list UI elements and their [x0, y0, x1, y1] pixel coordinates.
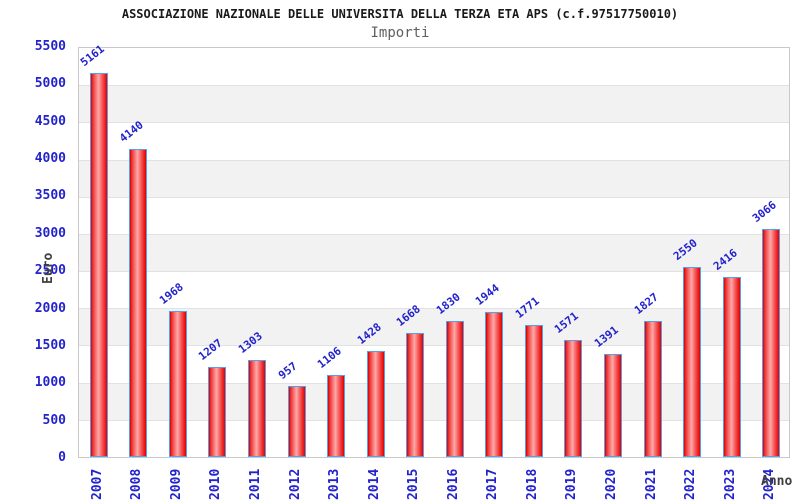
x-tick-label: 2021: [643, 468, 659, 500]
bar-2022: [683, 267, 702, 457]
chart-subtitle: Importi: [370, 25, 430, 41]
plot-band: [79, 382, 789, 420]
x-tick-label: 2009: [168, 468, 184, 500]
y-tick-label: 2000: [34, 300, 66, 316]
x-tick-label: 2011: [248, 468, 263, 500]
x-tick-label: 2012: [287, 468, 303, 500]
bar-2007: [89, 73, 108, 457]
bar-2011: [248, 360, 266, 457]
x-tick-label: 2016: [445, 468, 461, 500]
x-tick-label: 2023: [722, 468, 738, 500]
bar-2017: [485, 312, 504, 457]
gridline: [79, 196, 789, 198]
plot-band: [79, 419, 789, 457]
bar-2023: [722, 277, 741, 457]
y-tick-label: 4000: [34, 151, 66, 167]
x-tick-label: 2020: [604, 468, 619, 500]
bar-2012: [287, 386, 306, 457]
gridline: [79, 308, 789, 310]
plot-band: [79, 271, 789, 309]
x-tick-label: 2013: [327, 468, 343, 500]
plot-band: [79, 345, 789, 383]
bar-2013: [327, 375, 346, 457]
gridline: [79, 382, 789, 384]
x-tick-label: 2014: [366, 468, 382, 500]
y-tick-label: 500: [42, 412, 66, 428]
y-tick-label: 1500: [34, 337, 66, 353]
bar-2010: [208, 367, 227, 457]
plot-area: [78, 47, 790, 458]
y-tick-label: 5500: [34, 39, 66, 54]
y-axis-title: Euro: [41, 252, 56, 284]
bar-2024: [762, 229, 781, 457]
x-tick-label: 2018: [524, 468, 540, 500]
plot-band: [79, 85, 789, 123]
bar-2015: [406, 333, 425, 457]
bar-2014: [366, 351, 385, 457]
bar-2008: [129, 149, 148, 457]
x-tick-label: 2022: [683, 468, 699, 500]
bar-2016: [445, 321, 464, 457]
gridline: [79, 419, 789, 421]
plot-band: [79, 122, 789, 160]
x-tick-label: 2007: [89, 468, 105, 500]
gridline: [79, 345, 789, 347]
x-axis-title: Anno: [761, 474, 793, 489]
bar-2020: [604, 354, 622, 457]
x-tick-label: 2019: [564, 468, 580, 500]
y-tick-label: 3000: [34, 225, 66, 241]
y-tick-label: 2500: [34, 263, 66, 279]
gridline: [79, 159, 789, 161]
bar-2018: [524, 325, 543, 457]
x-tick-label: 2008: [129, 468, 145, 500]
gridline: [79, 271, 789, 273]
plot-band: [79, 308, 789, 346]
y-tick-label: 3500: [34, 188, 66, 204]
y-tick-label: 5000: [34, 76, 66, 92]
x-tick-label: 2010: [208, 468, 224, 500]
gridline: [79, 122, 789, 124]
plot-band: [79, 233, 789, 272]
bar-2009: [168, 311, 187, 457]
bar-2019: [564, 340, 583, 457]
gridline: [79, 233, 789, 235]
y-tick-label: 1000: [34, 375, 66, 391]
bar-2021: [643, 321, 662, 457]
plot-band: [79, 159, 789, 197]
x-tick-label: 2017: [485, 468, 501, 500]
y-tick-label: 0: [58, 450, 66, 465]
gridline: [79, 85, 789, 87]
plot-band: [79, 196, 789, 234]
x-tick-label: 2015: [406, 468, 422, 500]
chart-title: ASSOCIAZIONE NAZIONALE DELLE UNIVERSITA …: [121, 7, 679, 21]
y-tick-label: 4500: [34, 113, 66, 129]
plot-band: [79, 48, 789, 86]
